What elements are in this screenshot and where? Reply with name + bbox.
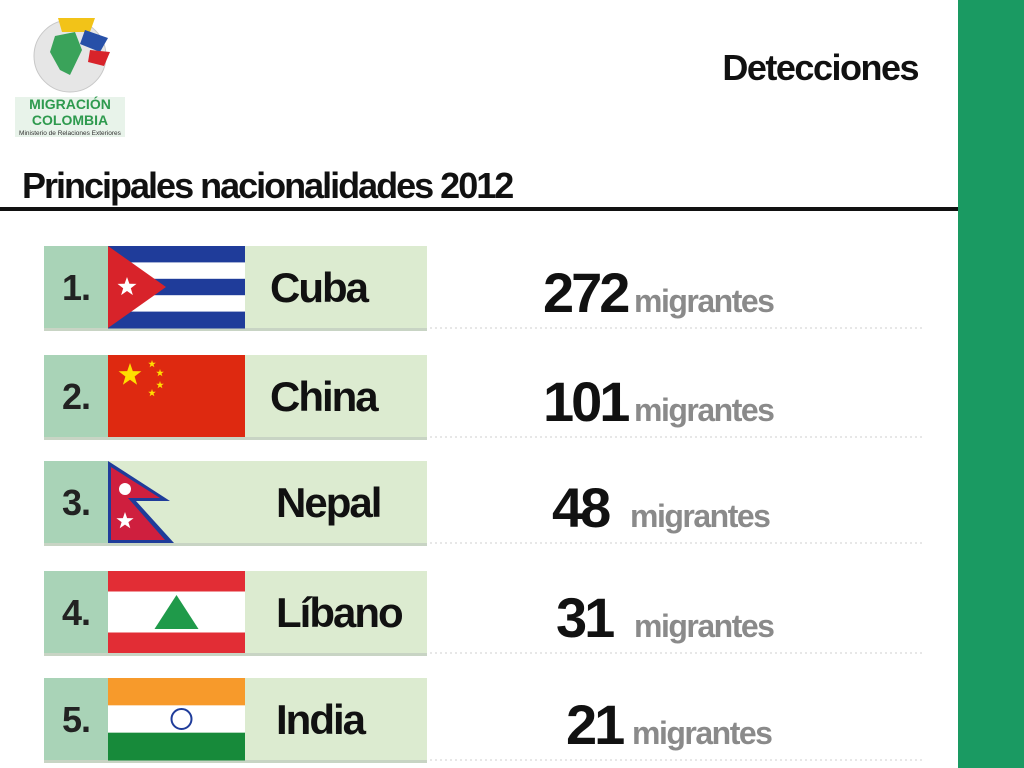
country-name: Líbano bbox=[276, 589, 403, 636]
ranking-row: 4. Líbano 31 migrantes bbox=[44, 571, 925, 656]
name-box bbox=[245, 355, 427, 437]
rank: 1. bbox=[62, 267, 90, 308]
logo-plate bbox=[15, 97, 125, 137]
flag-stripe bbox=[108, 571, 245, 592]
logo-subtext: Ministerio de Relaciones Exteriores bbox=[19, 130, 122, 137]
country-name: India bbox=[276, 696, 367, 743]
ranking-row: 5. India 21 migrantes bbox=[44, 678, 925, 763]
logo-flag-yellow bbox=[58, 18, 95, 32]
unit-label: migrantes bbox=[632, 715, 772, 751]
flag-stripe bbox=[108, 632, 245, 653]
flag-stripe bbox=[108, 732, 245, 761]
rank-box bbox=[44, 461, 108, 543]
flag bbox=[108, 461, 245, 543]
migrant-count: 48 bbox=[552, 476, 610, 539]
logo-text: COLOMBIA bbox=[32, 112, 108, 128]
ranking-row: 2. China 101 migrantes bbox=[44, 355, 925, 440]
migrant-count: 272 bbox=[543, 261, 628, 324]
ranking-row: 1. Cuba 272 migrantes bbox=[44, 246, 925, 331]
row-shadow bbox=[44, 328, 427, 331]
flag-star bbox=[118, 363, 142, 385]
flag-sun bbox=[116, 512, 134, 529]
unit-label: migrantes bbox=[634, 608, 774, 644]
row-shadow bbox=[44, 653, 427, 656]
flag-stripe bbox=[108, 311, 245, 329]
flag bbox=[108, 355, 245, 437]
rank-box bbox=[44, 355, 108, 437]
flag-star bbox=[148, 360, 156, 368]
name-box bbox=[245, 678, 427, 760]
side-bar bbox=[958, 0, 1024, 768]
row-shadow bbox=[44, 543, 427, 546]
ranking-row: 3. Nepal 48 migrantes bbox=[44, 461, 925, 546]
migrant-count: 21 bbox=[566, 693, 624, 756]
country-name: Nepal bbox=[276, 479, 380, 526]
rank: 3. bbox=[62, 482, 90, 523]
country-name: China bbox=[270, 373, 379, 420]
name-box bbox=[245, 571, 427, 653]
flag-star bbox=[148, 389, 156, 397]
rank: 4. bbox=[62, 592, 90, 633]
flag-moon bbox=[119, 483, 131, 495]
unit-label: migrantes bbox=[630, 498, 770, 534]
rank-box bbox=[44, 571, 108, 653]
logo-text: MIGRACIÓN bbox=[29, 95, 111, 112]
logo-map bbox=[50, 32, 82, 75]
flag-stripe bbox=[108, 678, 245, 706]
rank-box bbox=[44, 246, 108, 328]
name-box bbox=[245, 246, 427, 328]
migrant-count: 101 bbox=[543, 370, 629, 433]
flag bbox=[108, 678, 245, 761]
page-title: Principales nacionalidades 2012 bbox=[22, 165, 513, 206]
flag bbox=[108, 246, 245, 329]
country-name: Cuba bbox=[270, 264, 370, 311]
flag-triangle bbox=[108, 246, 166, 328]
logo: MIGRACIÓN COLOMBIA Ministerio de Relacio… bbox=[15, 18, 125, 137]
flag-stripe bbox=[108, 246, 245, 263]
logo-flag-blue bbox=[80, 30, 108, 52]
title-rule bbox=[0, 207, 958, 211]
unit-label: migrantes bbox=[634, 392, 774, 428]
row-shadow bbox=[44, 437, 427, 440]
rank-box bbox=[44, 678, 108, 760]
name-box bbox=[245, 461, 427, 543]
section-title: Detecciones bbox=[722, 47, 918, 88]
row-shadow bbox=[44, 760, 427, 763]
logo-flag-red bbox=[88, 50, 110, 66]
rank: 2. bbox=[62, 376, 90, 417]
migrant-count: 31 bbox=[556, 586, 614, 649]
flag-cedar bbox=[154, 595, 199, 629]
flag-star bbox=[156, 381, 164, 389]
flag bbox=[108, 571, 245, 653]
rank: 5. bbox=[62, 699, 90, 740]
flag-wheel bbox=[170, 708, 193, 730]
flag-star bbox=[117, 277, 137, 296]
unit-label: migrantes bbox=[634, 283, 774, 319]
flag-star bbox=[156, 369, 164, 377]
